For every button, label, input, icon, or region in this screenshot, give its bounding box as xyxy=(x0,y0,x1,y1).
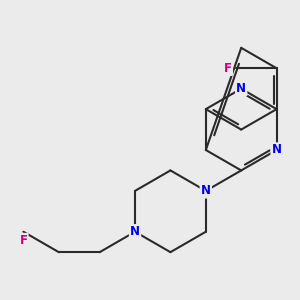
Text: N: N xyxy=(236,82,246,95)
Text: N: N xyxy=(272,143,282,157)
Text: F: F xyxy=(20,234,27,247)
Text: F: F xyxy=(224,62,232,75)
Text: N: N xyxy=(130,225,140,238)
Text: N: N xyxy=(201,184,211,197)
